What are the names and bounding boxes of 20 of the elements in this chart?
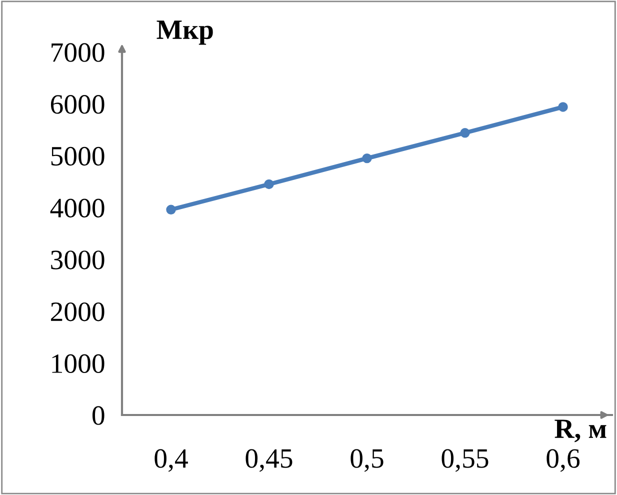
point	[460, 128, 470, 138]
x-axis-title: R, м	[554, 420, 606, 442]
point	[166, 204, 176, 215]
y-tick-label: 0	[92, 406, 104, 425]
point	[558, 102, 568, 112]
x-tick-label: 0,5	[350, 449, 384, 472]
y-tick-label: 6000	[50, 95, 104, 114]
y-tick-label: 2000	[50, 302, 104, 322]
y-tick-label: 4000	[50, 198, 104, 218]
x-tick-label: 0,55	[442, 449, 488, 472]
x-tick-label: 0,6	[546, 449, 580, 472]
x-tick-label: 0,45	[246, 449, 292, 472]
y-tick-label: 7000	[52, 43, 104, 62]
x-tick-label: 0,4	[154, 449, 188, 472]
y-tick-label: 3000	[51, 250, 104, 270]
y-tick-label: 1000	[52, 354, 104, 374]
y-axis-title: Мкр	[156, 20, 213, 45]
y-tick-label: 5000	[51, 146, 104, 166]
point	[264, 179, 274, 190]
point	[362, 153, 372, 164]
